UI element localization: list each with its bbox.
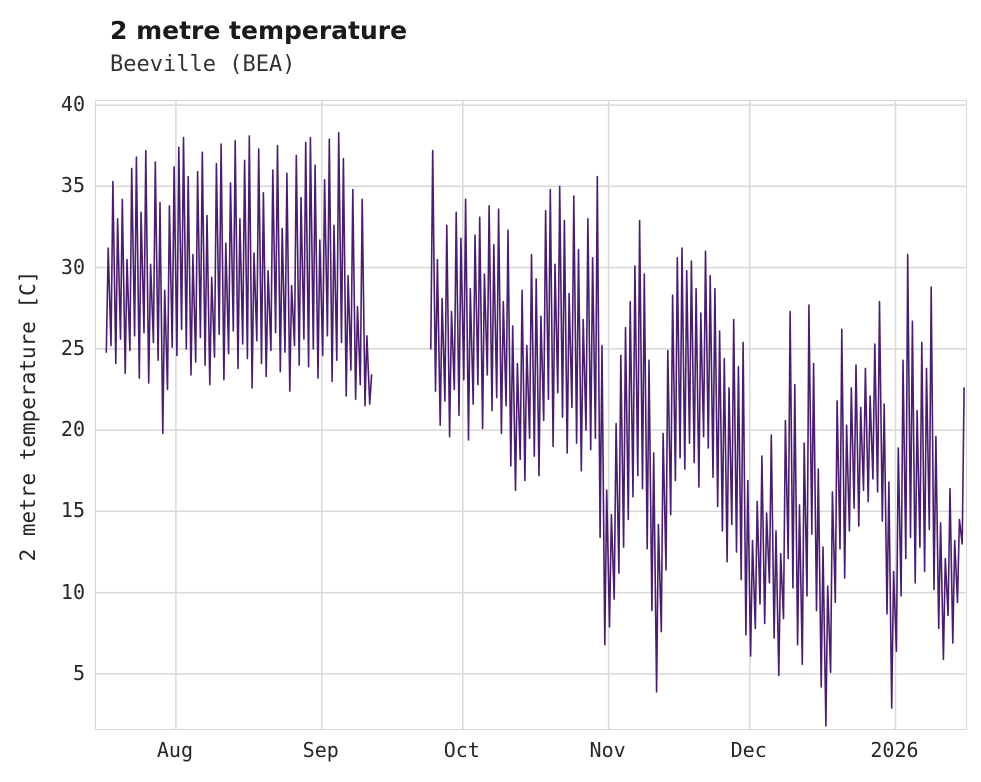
y-tick-label: 25 (60, 335, 85, 360)
y-tick-label: 40 (60, 92, 85, 117)
temperature-chart-svg (96, 101, 966, 729)
y-tick-label: 30 (60, 254, 85, 279)
y-tick-label: 10 (60, 579, 85, 604)
y-tick-label: 35 (60, 173, 85, 198)
x-tick-label: Dec (730, 738, 767, 762)
y-tick-label: 15 (60, 498, 85, 523)
x-tick-label: Sep (302, 738, 339, 762)
x-tick-label: Aug (156, 738, 193, 762)
temperature-line (105, 131, 965, 727)
chart-title: 2 metre temperature (110, 16, 408, 45)
chart-subtitle: Beeville (BEA) (110, 52, 296, 77)
x-tick-label: Oct (443, 738, 480, 762)
gridlines (96, 101, 966, 729)
plot-area (95, 100, 967, 730)
x-tick-label: 2026 (870, 738, 919, 762)
y-tick-label: 5 (72, 660, 85, 685)
y-tick-label: 20 (60, 417, 85, 442)
x-tick-label: Nov (589, 738, 626, 762)
y-axis-label: 2 metre temperature [C] (16, 270, 40, 562)
